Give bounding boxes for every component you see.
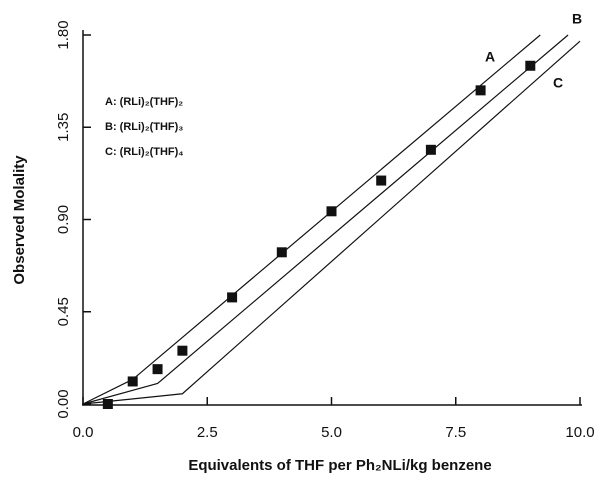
data-point [475, 85, 486, 96]
y-tick-label: 1.35 [55, 113, 72, 142]
x-tick-label: 7.5 [445, 424, 466, 441]
line-label: C [553, 75, 563, 91]
y-axis-label: Observed Molality [11, 155, 28, 285]
y-tick-label: 0.45 [55, 297, 72, 326]
x-tick-label: 10.0 [565, 424, 594, 441]
model-line [82, 34, 541, 405]
data-point [376, 175, 387, 186]
legend-entry: A: (RLi)₂(THF)₂ [105, 96, 183, 108]
x-tick-label: 0.0 [73, 424, 94, 441]
y-tick-label: 0.00 [55, 389, 72, 418]
legend-entry: B: (RLi)₂(THF)₃ [105, 121, 183, 133]
data-point [102, 399, 113, 409]
model-line [82, 34, 569, 405]
line-label: B [572, 11, 582, 27]
x-tick-label: 2.5 [197, 424, 218, 441]
data-point [276, 247, 287, 258]
y-tick-label: 0.90 [55, 205, 72, 234]
legend-entry: C: (RLi)₂(THF)₄ [105, 146, 184, 158]
data-point [425, 144, 436, 155]
x-axis-label: Equivalents of THF per Ph₂NLi/kg benzene [188, 457, 491, 474]
data-point [127, 376, 138, 387]
y-tick-label: 1.80 [55, 20, 72, 49]
data-point [152, 364, 163, 375]
data-point [525, 60, 536, 71]
data-point [326, 206, 337, 217]
line-label: A [485, 49, 495, 65]
data-point [227, 292, 238, 303]
model-line [82, 40, 581, 405]
data-point [177, 345, 188, 356]
x-tick-label: 5.0 [321, 424, 342, 441]
